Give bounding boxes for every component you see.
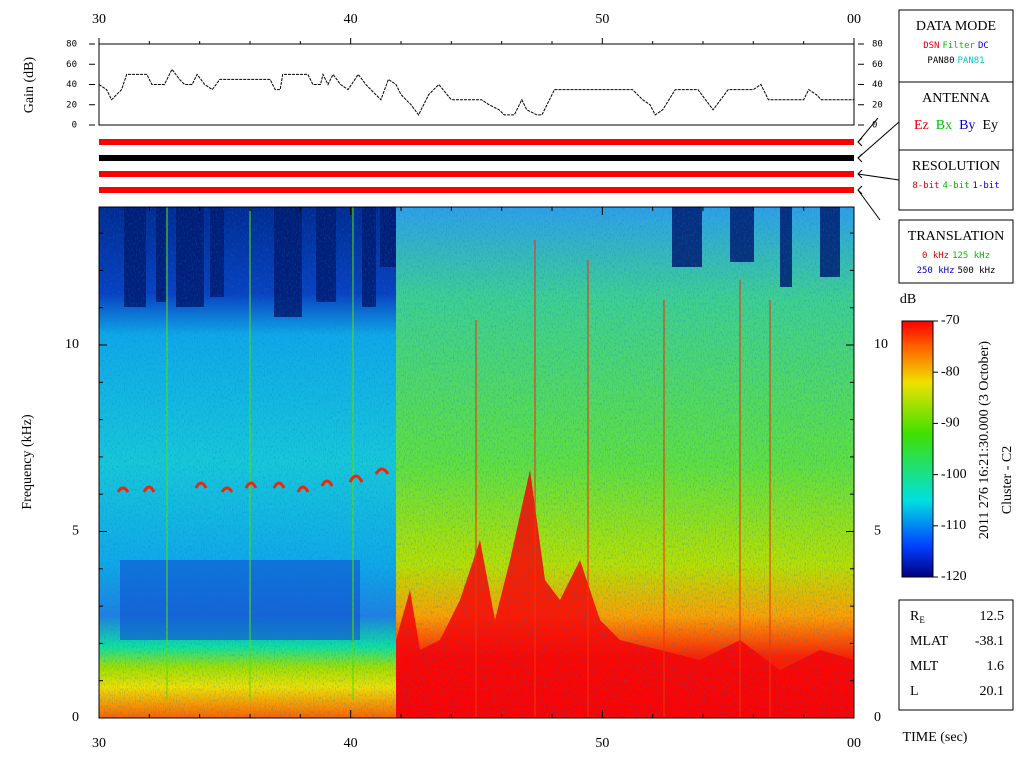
status-options: 250 kHz 500 kHz — [917, 266, 996, 276]
gain-tick-label: 20 — [66, 100, 77, 110]
status-option: 0 kHz — [922, 251, 949, 261]
status-options: 0 kHz 125 kHz — [922, 251, 990, 261]
y-tick-label-right: 10 — [874, 337, 888, 352]
connector — [857, 117, 879, 143]
colorbar-tick-label: -80 — [941, 364, 960, 379]
top-x-tick-label: 50 — [595, 12, 609, 27]
colorbar-tick-label: -120 — [941, 569, 967, 584]
status-option: PAN81 — [958, 56, 985, 66]
colorbar-tick-label: -70 — [941, 313, 960, 328]
spacecraft: Cluster - C2 — [1000, 446, 1015, 514]
status-option: 250 kHz — [917, 266, 955, 276]
y-tick-label: 5 — [72, 524, 79, 539]
connector — [857, 189, 881, 221]
status-options: Ez Bx By Ey — [914, 118, 998, 133]
spectrogram-image — [99, 207, 854, 718]
colorbar-tick-label: -100 — [941, 467, 967, 482]
status-option: Bx — [936, 118, 952, 133]
orbit-label: L — [910, 684, 919, 699]
status-option: PAN80 — [927, 56, 954, 66]
orbit-label-text: L — [910, 684, 919, 699]
gain-tick-label: 60 — [66, 60, 77, 70]
status-title: ANTENNA — [922, 91, 991, 106]
status-option: DSN — [923, 41, 939, 51]
orbit-label: MLT — [910, 659, 939, 674]
gain-frame — [98, 43, 855, 126]
status-title: TRANSLATION — [908, 229, 1004, 244]
status-box — [898, 81, 1014, 153]
status-option: 8-bit — [912, 181, 939, 191]
x-tick-label: 40 — [344, 736, 358, 751]
gain-tick-label: 0 — [72, 121, 77, 131]
colorbar-tick-label: -90 — [941, 416, 960, 431]
y-tick-label-right: 5 — [874, 524, 881, 539]
colorbar-title: dB — [900, 292, 916, 307]
top-x-tick-label: 40 — [344, 12, 358, 27]
x-tick-label: 30 — [92, 736, 106, 751]
y-tick-label-right: 0 — [874, 710, 881, 725]
orbit-value: 1.6 — [987, 659, 1005, 674]
orbit-box — [898, 599, 1014, 711]
gain-tick-label: 80 — [66, 40, 77, 50]
colorbar — [901, 320, 934, 578]
status-bar — [99, 139, 854, 145]
status-bar — [99, 171, 854, 177]
top-x-tick-label: 00 — [847, 12, 861, 27]
status-option: 4-bit — [942, 181, 969, 191]
orbit-value: 20.1 — [980, 684, 1005, 699]
orbit-label: MLAT — [910, 634, 949, 649]
status-option: DC — [978, 41, 989, 51]
orbit-value: 12.5 — [980, 609, 1005, 624]
orbit-subscript: E — [919, 615, 925, 625]
gain-tick-label: 40 — [66, 80, 77, 90]
status-title: DATA MODE — [916, 19, 996, 34]
gain-tick-label-right: 40 — [872, 80, 883, 90]
y-tick-label: 10 — [65, 337, 79, 352]
status-option: 500 kHz — [958, 266, 996, 276]
orbit-value: -38.1 — [975, 634, 1004, 649]
status-title: RESOLUTION — [912, 159, 1000, 174]
status-bar — [99, 155, 854, 161]
status-option: By — [959, 118, 975, 133]
timestamp: 2011 276 16:21:30.000 (3 October) — [977, 341, 992, 540]
status-options: PAN80 PAN81 — [927, 56, 984, 66]
top-x-tick-label: 30 — [92, 12, 106, 27]
gain-axis-label: Gain (dB) — [22, 56, 37, 113]
connector — [857, 121, 900, 159]
spectrogram-frame — [98, 206, 855, 719]
x-tick-label: 50 — [595, 736, 609, 751]
gain-tick-label-right: 0 — [872, 121, 877, 131]
status-option: Filter — [942, 41, 975, 51]
gain-line — [98, 68, 854, 116]
y-tick-label: 0 — [72, 710, 79, 725]
time-axis-label: TIME (sec) — [903, 730, 968, 745]
status-box — [898, 219, 1014, 284]
orbit-label-text: MLT — [910, 659, 939, 674]
orbit-label: RE — [910, 609, 925, 625]
status-option: 125 kHz — [952, 251, 990, 261]
frequency-axis-label: Frequency (kHz) — [20, 414, 35, 510]
x-tick-label: 00 — [847, 736, 861, 751]
colorbar-tick-label: -110 — [941, 518, 966, 533]
status-options: DSN Filter DC — [923, 41, 989, 51]
status-box — [898, 149, 1014, 211]
connector — [857, 173, 900, 181]
gain-tick-label-right: 20 — [872, 100, 883, 110]
orbit-label-text: R — [910, 609, 920, 624]
status-options: 8-bit 4-bit 1-bit — [912, 181, 999, 191]
gain-tick-label-right: 80 — [872, 40, 883, 50]
status-option: Ez — [914, 118, 929, 133]
status-option: Ey — [982, 118, 998, 133]
status-option: 1-bit — [973, 181, 1000, 191]
gain-tick-label-right: 60 — [872, 60, 883, 70]
orbit-label-text: MLAT — [910, 634, 949, 649]
status-bar — [99, 187, 854, 193]
